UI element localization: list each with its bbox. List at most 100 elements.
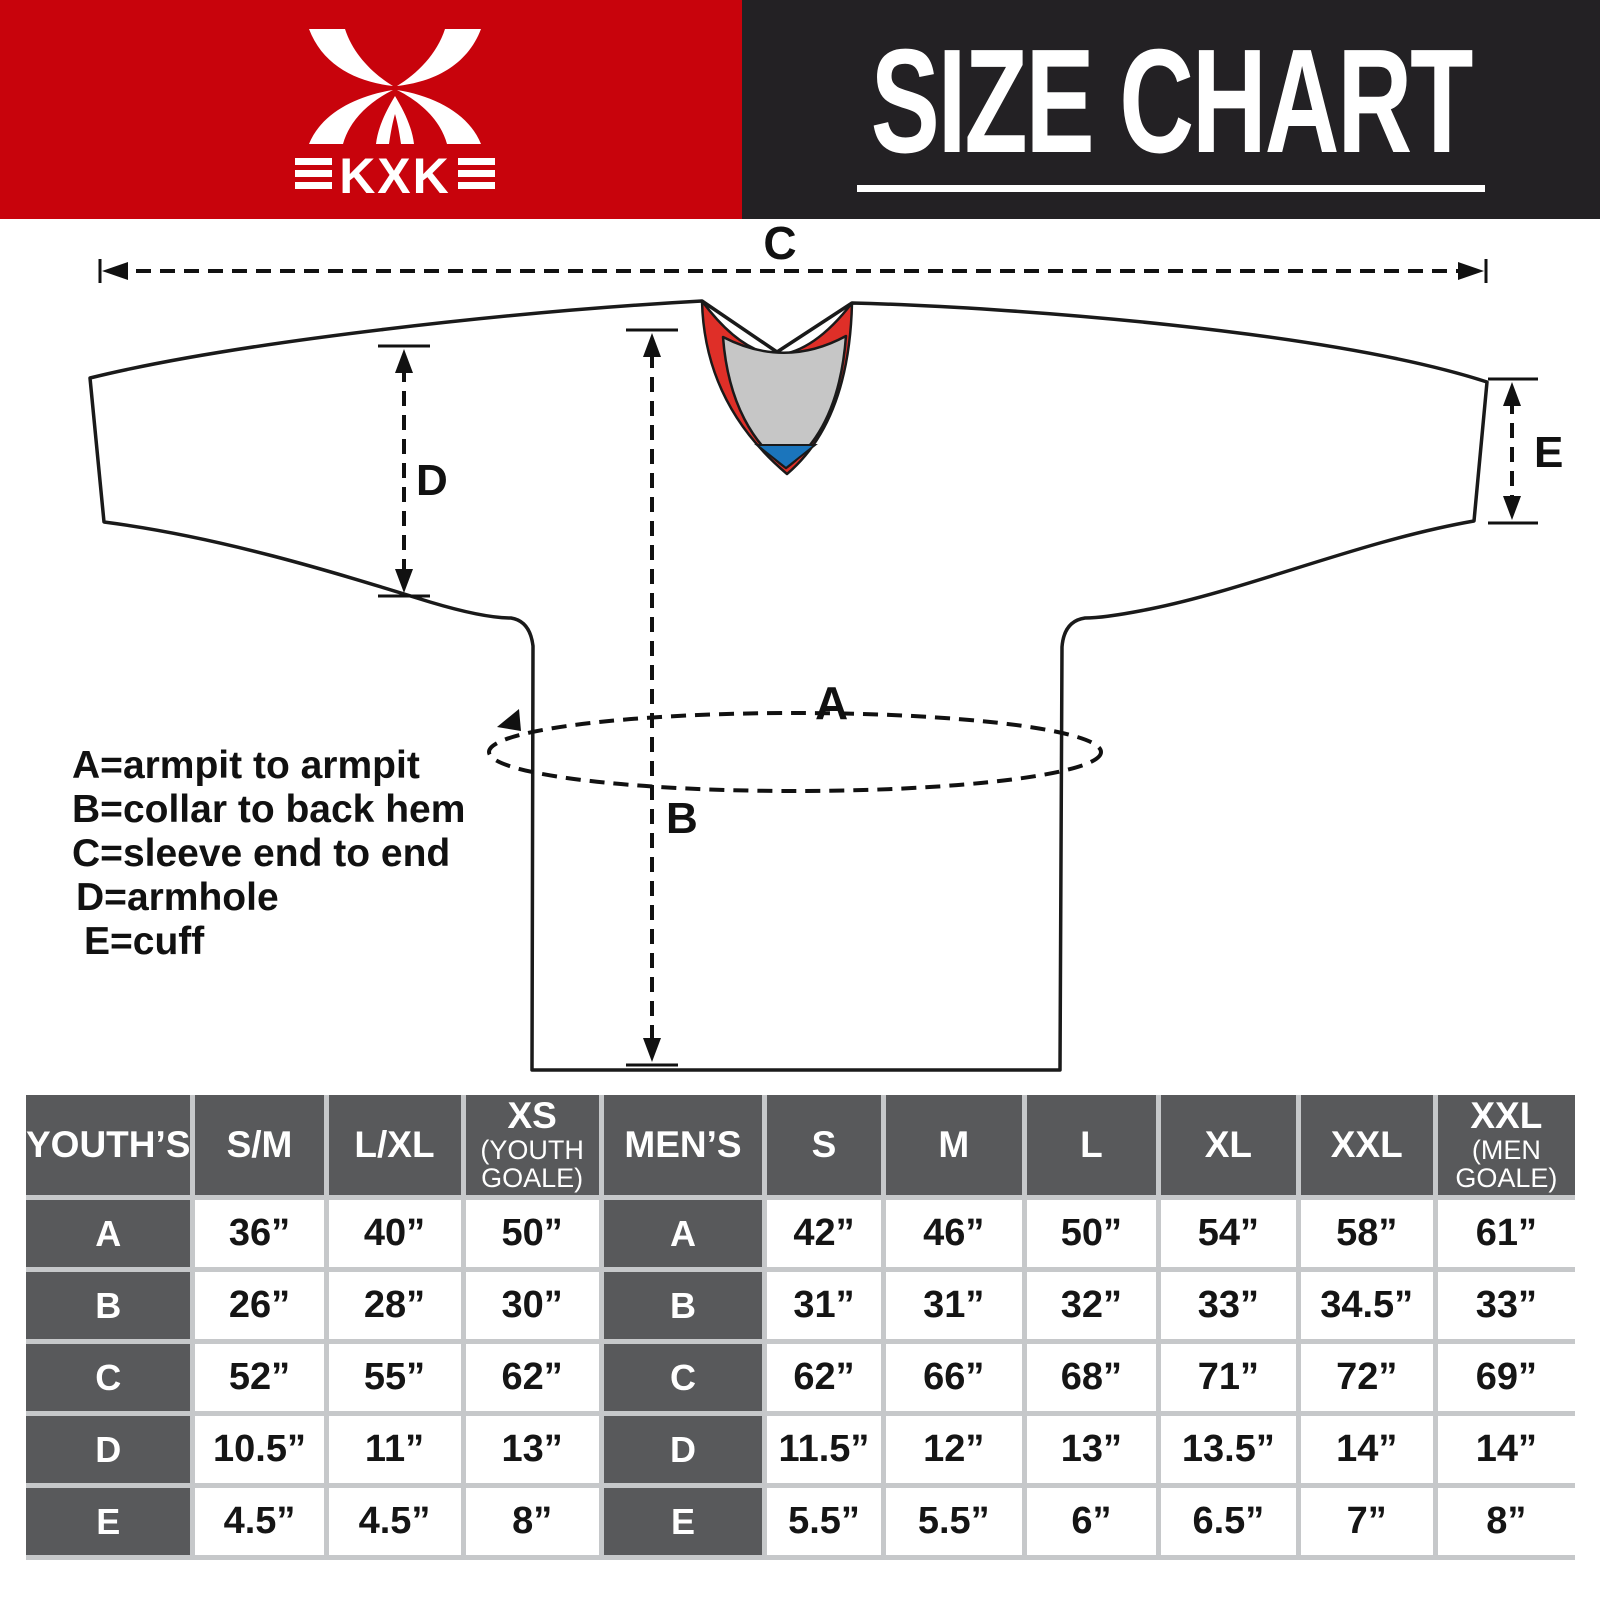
size-value-cell: 6”	[1026, 1488, 1157, 1555]
d-label: D	[416, 456, 448, 505]
size-value-cell: 32”	[1026, 1272, 1157, 1339]
row-label-cell: B	[603, 1272, 763, 1339]
kxk-logo: KXK	[295, 29, 495, 204]
d-top-arrow	[395, 349, 413, 373]
title-panel: SIZE CHART	[742, 0, 1600, 219]
collar-inner-gray	[721, 334, 848, 470]
size-value-cell: 58”	[1300, 1200, 1433, 1267]
youth-goalie-col: XS (YOUTH GOALE)	[465, 1095, 599, 1195]
size-value-cell: 71”	[1161, 1344, 1296, 1411]
size-value-cell: 13”	[1026, 1416, 1157, 1483]
size-value-cell: 55”	[328, 1344, 461, 1411]
youth-goalie-note1: (YOUTH	[480, 1135, 584, 1166]
men-goalie-note1: (MEN	[1471, 1135, 1541, 1166]
size-value-cell: 62”	[767, 1344, 881, 1411]
a-arrow	[497, 709, 521, 731]
size-value-cell: 36”	[195, 1200, 324, 1267]
size-value-cell: 72”	[1300, 1344, 1433, 1411]
size-value-cell: 11”	[328, 1416, 461, 1483]
size-value-cell: 11.5”	[767, 1416, 881, 1483]
page-title: SIZE CHART	[870, 18, 1474, 184]
size-value-cell: 6.5”	[1161, 1488, 1296, 1555]
size-value-cell: 28”	[328, 1272, 461, 1339]
e-top-arrow	[1503, 382, 1521, 406]
men-goalie-size: XXL	[1470, 1095, 1543, 1137]
youth-goalie-note2: GOALE)	[481, 1163, 584, 1194]
size-value-cell: 5.5”	[767, 1488, 881, 1555]
legend-line-e: E=cuff	[84, 920, 205, 963]
jersey-diagram: C D B A E A=armpit to armpit B=collar to…	[72, 219, 1563, 1072]
size-value-cell: 14”	[1437, 1416, 1575, 1483]
row-label-cell: D	[603, 1416, 763, 1483]
men-header-cell: MEN’S	[603, 1095, 763, 1195]
b-bottom-arrow	[643, 1038, 661, 1062]
size-value-cell: 54”	[1161, 1200, 1296, 1267]
c-left-arrow	[102, 262, 128, 280]
title-underline	[857, 184, 1485, 192]
size-value-cell: 69”	[1437, 1344, 1575, 1411]
size-value-cell: 50”	[1026, 1200, 1157, 1267]
d-bottom-arrow	[395, 569, 413, 593]
logo-top-left-arm	[309, 29, 393, 86]
logo-right-bars	[458, 170, 495, 177]
size-table: YOUTH’S S/M L/XL XS (YOUTH GOALE) MEN’S …	[26, 1095, 1575, 1560]
logo-bottom-right-arm	[397, 90, 481, 144]
size-value-cell: 8”	[1437, 1488, 1575, 1555]
size-value-cell: 33”	[1437, 1272, 1575, 1339]
size-value-cell: 13”	[465, 1416, 599, 1483]
brand-panel: KXK	[0, 0, 742, 219]
b-top-arrow	[643, 333, 661, 357]
youth-col-lxl: L/XL	[328, 1095, 461, 1195]
e-label: E	[1534, 428, 1563, 477]
men-goalie-note2: GOALE)	[1455, 1163, 1558, 1194]
a-label: A	[815, 677, 848, 729]
legend-line-a: A=armpit to armpit	[72, 744, 420, 787]
logo-left-bars	[295, 158, 332, 165]
men-col-s: S	[767, 1095, 881, 1195]
size-value-cell: 31”	[767, 1272, 881, 1339]
row-label-cell: C	[603, 1344, 763, 1411]
size-value-cell: 4.5”	[328, 1488, 461, 1555]
row-label-cell: C	[26, 1344, 191, 1411]
youth-header-cell: YOUTH’S	[26, 1095, 191, 1195]
legend-line-d: D=armhole	[76, 876, 279, 919]
logo-right-bars	[458, 182, 495, 189]
logo-left-bars	[295, 170, 332, 177]
legend-line-c: C=sleeve end to end	[72, 832, 450, 875]
size-value-cell: 50”	[465, 1200, 599, 1267]
size-value-cell: 66”	[885, 1344, 1022, 1411]
row-label-cell: B	[26, 1272, 191, 1339]
size-value-cell: 5.5”	[885, 1488, 1022, 1555]
size-value-cell: 62”	[465, 1344, 599, 1411]
row-label-cell: A	[603, 1200, 763, 1267]
youth-col-sm: S/M	[195, 1095, 324, 1195]
size-value-cell: 12”	[885, 1416, 1022, 1483]
men-col-m: M	[885, 1095, 1022, 1195]
youth-goalie-size: XS	[507, 1095, 557, 1137]
size-value-cell: 40”	[328, 1200, 461, 1267]
logo-brand-text: KXK	[339, 148, 451, 204]
men-col-xxl: XXL	[1300, 1095, 1433, 1195]
size-value-cell: 33”	[1161, 1272, 1296, 1339]
logo-left-bars	[295, 182, 332, 189]
jersey-outline	[88, 299, 1489, 1072]
collar-blue-insert	[754, 444, 818, 470]
size-value-cell: 30”	[465, 1272, 599, 1339]
size-value-cell: 68”	[1026, 1344, 1157, 1411]
size-value-cell: 7”	[1300, 1488, 1433, 1555]
size-value-cell: 46”	[885, 1200, 1022, 1267]
row-label-cell: E	[603, 1488, 763, 1555]
size-value-cell: 4.5”	[195, 1488, 324, 1555]
size-value-cell: 13.5”	[1161, 1416, 1296, 1483]
logo-right-bars	[458, 158, 495, 165]
logo-center-arch	[376, 96, 414, 144]
c-right-arrow	[1458, 262, 1484, 280]
row-label-cell: E	[26, 1488, 191, 1555]
size-value-cell: 52”	[195, 1344, 324, 1411]
size-value-cell: 34.5”	[1300, 1272, 1433, 1339]
b-label: B	[666, 794, 698, 843]
e-bottom-arrow	[1503, 496, 1521, 520]
men-col-l: L	[1026, 1095, 1157, 1195]
size-value-cell: 42”	[767, 1200, 881, 1267]
size-value-cell: 31”	[885, 1272, 1022, 1339]
